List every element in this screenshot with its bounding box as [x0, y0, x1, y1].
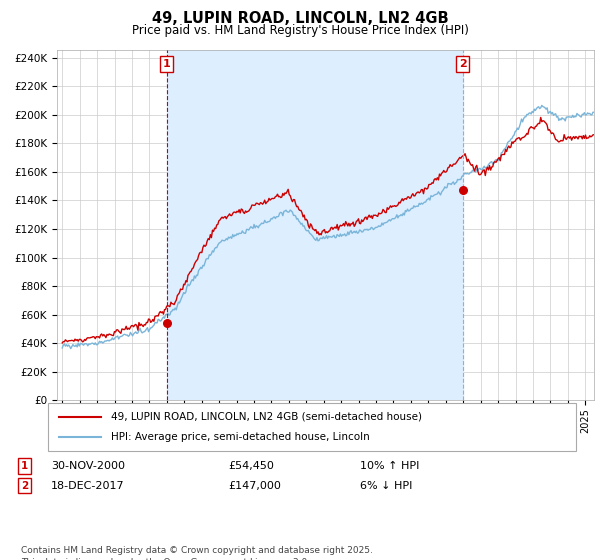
Text: 18-DEC-2017: 18-DEC-2017	[51, 480, 125, 491]
Text: 49, LUPIN ROAD, LINCOLN, LN2 4GB (semi-detached house): 49, LUPIN ROAD, LINCOLN, LN2 4GB (semi-d…	[112, 412, 422, 422]
Text: Price paid vs. HM Land Registry's House Price Index (HPI): Price paid vs. HM Land Registry's House …	[131, 24, 469, 36]
Text: 30-NOV-2000: 30-NOV-2000	[51, 461, 125, 471]
Text: £54,450: £54,450	[228, 461, 274, 471]
Text: 10% ↑ HPI: 10% ↑ HPI	[360, 461, 419, 471]
Text: Contains HM Land Registry data © Crown copyright and database right 2025.
This d: Contains HM Land Registry data © Crown c…	[21, 546, 373, 560]
FancyBboxPatch shape	[48, 403, 576, 451]
Text: £147,000: £147,000	[228, 480, 281, 491]
Text: 1: 1	[163, 59, 171, 69]
Text: HPI: Average price, semi-detached house, Lincoln: HPI: Average price, semi-detached house,…	[112, 432, 370, 442]
Text: 1: 1	[21, 461, 28, 471]
Text: 49, LUPIN ROAD, LINCOLN, LN2 4GB: 49, LUPIN ROAD, LINCOLN, LN2 4GB	[152, 11, 448, 26]
Point	[458, 186, 467, 195]
Text: 2: 2	[21, 480, 28, 491]
Text: 2: 2	[459, 59, 467, 69]
Text: 6% ↓ HPI: 6% ↓ HPI	[360, 480, 412, 491]
Bar	[167, 50, 463, 400]
Point	[162, 318, 172, 327]
